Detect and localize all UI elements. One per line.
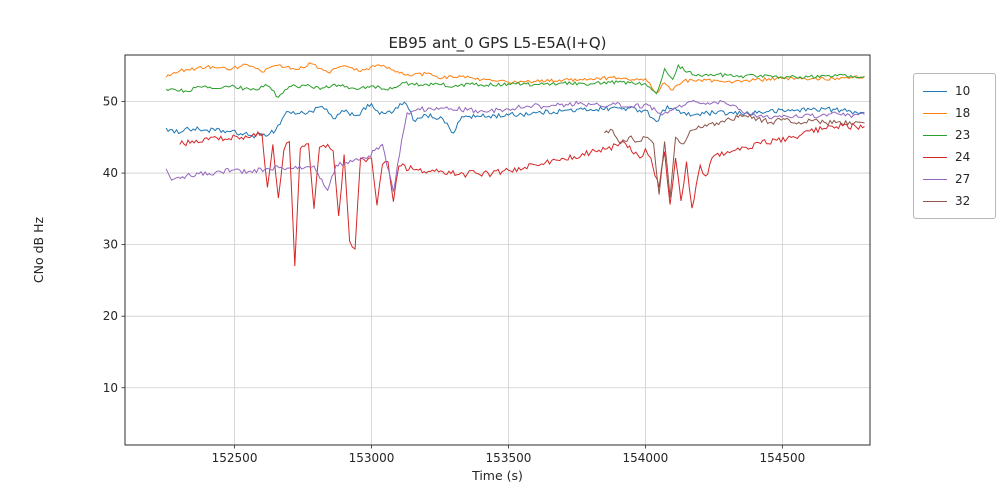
x-tick-label: 153500 bbox=[486, 451, 532, 465]
legend: 10 18 23 24 27 32 bbox=[913, 73, 996, 219]
chart-title: EB95 ant_0 GPS L5-E5A(I+Q) bbox=[388, 34, 607, 52]
series-line-10 bbox=[165, 101, 865, 139]
legend-item-23: 23 bbox=[923, 124, 985, 146]
legend-label: 24 bbox=[955, 150, 971, 164]
plot-border bbox=[124, 54, 871, 446]
legend-swatch-32 bbox=[923, 200, 947, 202]
legend-label: 10 bbox=[955, 84, 971, 98]
x-axis-label: Time (s) bbox=[472, 468, 523, 483]
x-tick-label: 153000 bbox=[349, 451, 395, 465]
y-tick-label: 10 bbox=[103, 381, 118, 395]
legend-item-27: 27 bbox=[923, 168, 985, 190]
legend-label: 23 bbox=[955, 128, 971, 142]
legend-swatch-24 bbox=[923, 156, 947, 158]
legend-swatch-10 bbox=[923, 90, 947, 92]
legend-label: 32 bbox=[955, 194, 971, 208]
x-tick-label: 154500 bbox=[759, 451, 805, 465]
series-line-27 bbox=[165, 99, 865, 192]
legend-label: 18 bbox=[955, 106, 971, 120]
x-tick-label: 152500 bbox=[212, 451, 258, 465]
y-tick-label: 30 bbox=[103, 238, 118, 252]
legend-label: 27 bbox=[955, 172, 971, 186]
series-line-23 bbox=[165, 63, 865, 98]
legend-swatch-18 bbox=[923, 112, 947, 114]
legend-swatch-23 bbox=[923, 134, 947, 136]
y-tick-label: 40 bbox=[103, 166, 118, 180]
legend-swatch-27 bbox=[923, 178, 947, 180]
y-axis-label: CNo dB Hz bbox=[31, 216, 46, 284]
y-tick-label: 20 bbox=[103, 309, 118, 323]
legend-item-10: 10 bbox=[923, 80, 985, 102]
x-tick-label: 154000 bbox=[622, 451, 668, 465]
legend-item-32: 32 bbox=[923, 190, 985, 212]
series-line-18 bbox=[165, 62, 865, 94]
series-line-24 bbox=[179, 122, 865, 267]
y-tick-label: 50 bbox=[103, 95, 118, 109]
legend-item-18: 18 bbox=[923, 102, 985, 124]
series-line-32 bbox=[603, 113, 865, 198]
legend-item-24: 24 bbox=[923, 146, 985, 168]
